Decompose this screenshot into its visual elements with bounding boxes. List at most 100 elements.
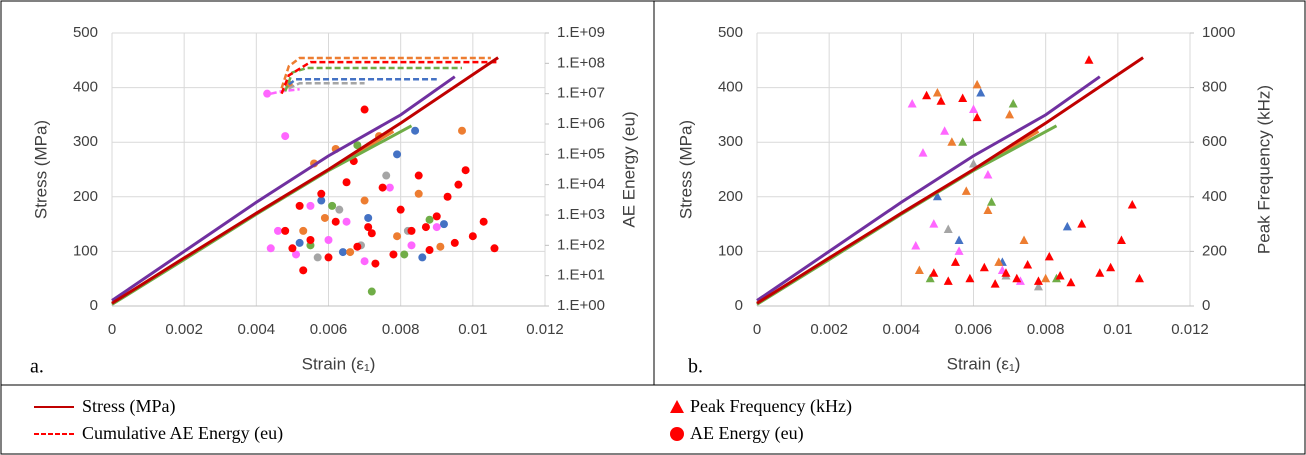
x-tick-label: 0.008 [382, 321, 420, 338]
y-axis-title: Stress (MPa) [676, 120, 695, 219]
y-tick-label: 300 [73, 133, 98, 150]
data-point [1095, 268, 1105, 277]
data-point [950, 257, 960, 266]
x-tick-label: 0.012 [1171, 321, 1209, 338]
data-point [328, 201, 337, 210]
data-point [324, 253, 333, 262]
data-point [421, 223, 430, 232]
data-point [443, 192, 452, 201]
data-point [432, 212, 441, 221]
x-axis-title: Strain (ε₁) [302, 354, 376, 373]
data-point [367, 287, 376, 296]
cumulative-line [288, 82, 365, 90]
data-point [929, 268, 939, 277]
data-point [346, 248, 355, 257]
data-point [414, 189, 423, 198]
data-point [306, 235, 315, 244]
data-point [436, 242, 445, 251]
x-tick-label: 0.006 [310, 321, 348, 338]
data-point [1055, 270, 1065, 280]
data-point [1077, 219, 1087, 228]
y-axis-title: Stress (MPa) [31, 120, 50, 219]
data-point [1041, 273, 1051, 283]
cumulative-line [280, 60, 499, 95]
data-point [439, 220, 448, 229]
data-point [932, 191, 942, 201]
data-point [958, 93, 968, 103]
data-point [479, 217, 488, 226]
data-point [929, 219, 939, 228]
data-point [954, 246, 964, 255]
data-point [1023, 260, 1033, 269]
y2-tick-label: 1.E+07 [557, 85, 605, 102]
data-point [432, 223, 441, 232]
data-point [943, 276, 953, 285]
data-point [338, 248, 347, 257]
data-point [317, 189, 326, 198]
data-point [378, 183, 387, 192]
data-point [295, 238, 304, 247]
data-point [360, 105, 369, 114]
data-point [425, 246, 434, 255]
data-point [965, 273, 975, 283]
y2-tick-label: 1.E+01 [557, 267, 605, 284]
x-tick-label: 0.002 [165, 321, 203, 338]
y2-tick-label: 1.E+03 [557, 206, 605, 223]
data-point [418, 253, 427, 262]
y-tick-label: 400 [73, 79, 98, 96]
data-point [320, 213, 329, 222]
x-tick-label: 0.01 [458, 321, 487, 338]
x-tick-label: 0 [108, 321, 116, 338]
data-point [1033, 281, 1043, 291]
data-point [490, 244, 499, 253]
data-point [468, 232, 477, 241]
cumulative-line [284, 66, 463, 92]
legend-symbol [670, 427, 684, 441]
data-point [454, 180, 463, 189]
data-point [1106, 262, 1116, 272]
data-point [389, 250, 398, 259]
stress-line [756, 124, 1058, 306]
data-point [969, 104, 978, 113]
data-point [342, 217, 351, 226]
y-tick-label: 400 [718, 79, 743, 96]
y-tick-label: 500 [718, 24, 743, 41]
stress-line [111, 75, 456, 302]
data-point [407, 241, 416, 250]
data-point [367, 229, 376, 238]
data-point [961, 186, 971, 195]
y2-tick-label: 1.E+00 [557, 297, 605, 314]
x-tick-label: 0.008 [1027, 321, 1065, 338]
data-point [1066, 277, 1076, 287]
data-point [954, 235, 964, 244]
y2-tick-label: 200 [1202, 242, 1227, 259]
data-point [1019, 235, 1029, 244]
x-tick-label: 0.006 [955, 321, 993, 338]
y-tick-label: 100 [73, 242, 98, 259]
y2-tick-label: 1.E+08 [557, 54, 605, 71]
data-point [987, 197, 997, 206]
data-point [407, 226, 416, 235]
x-axis-title: Strain (ε₁) [947, 354, 1021, 373]
data-point [972, 79, 982, 89]
data-point [414, 171, 423, 180]
legend-symbol [670, 400, 684, 413]
data-point [1008, 98, 1018, 108]
data-point [969, 159, 978, 168]
stress-line [111, 56, 499, 305]
y-tick-label: 0 [90, 297, 98, 314]
data-point [1127, 199, 1137, 209]
data-point [331, 217, 340, 226]
data-point [299, 226, 308, 235]
y-tick-label: 200 [73, 188, 98, 205]
y2-tick-label: 800 [1202, 79, 1227, 96]
data-point [1044, 251, 1054, 261]
y2-tick-label: 1.E+06 [557, 115, 605, 132]
data-point [461, 166, 470, 175]
data-point [353, 141, 362, 150]
data-point [292, 250, 301, 259]
data-point [371, 259, 380, 268]
data-point [313, 253, 322, 262]
data-point [979, 262, 989, 272]
